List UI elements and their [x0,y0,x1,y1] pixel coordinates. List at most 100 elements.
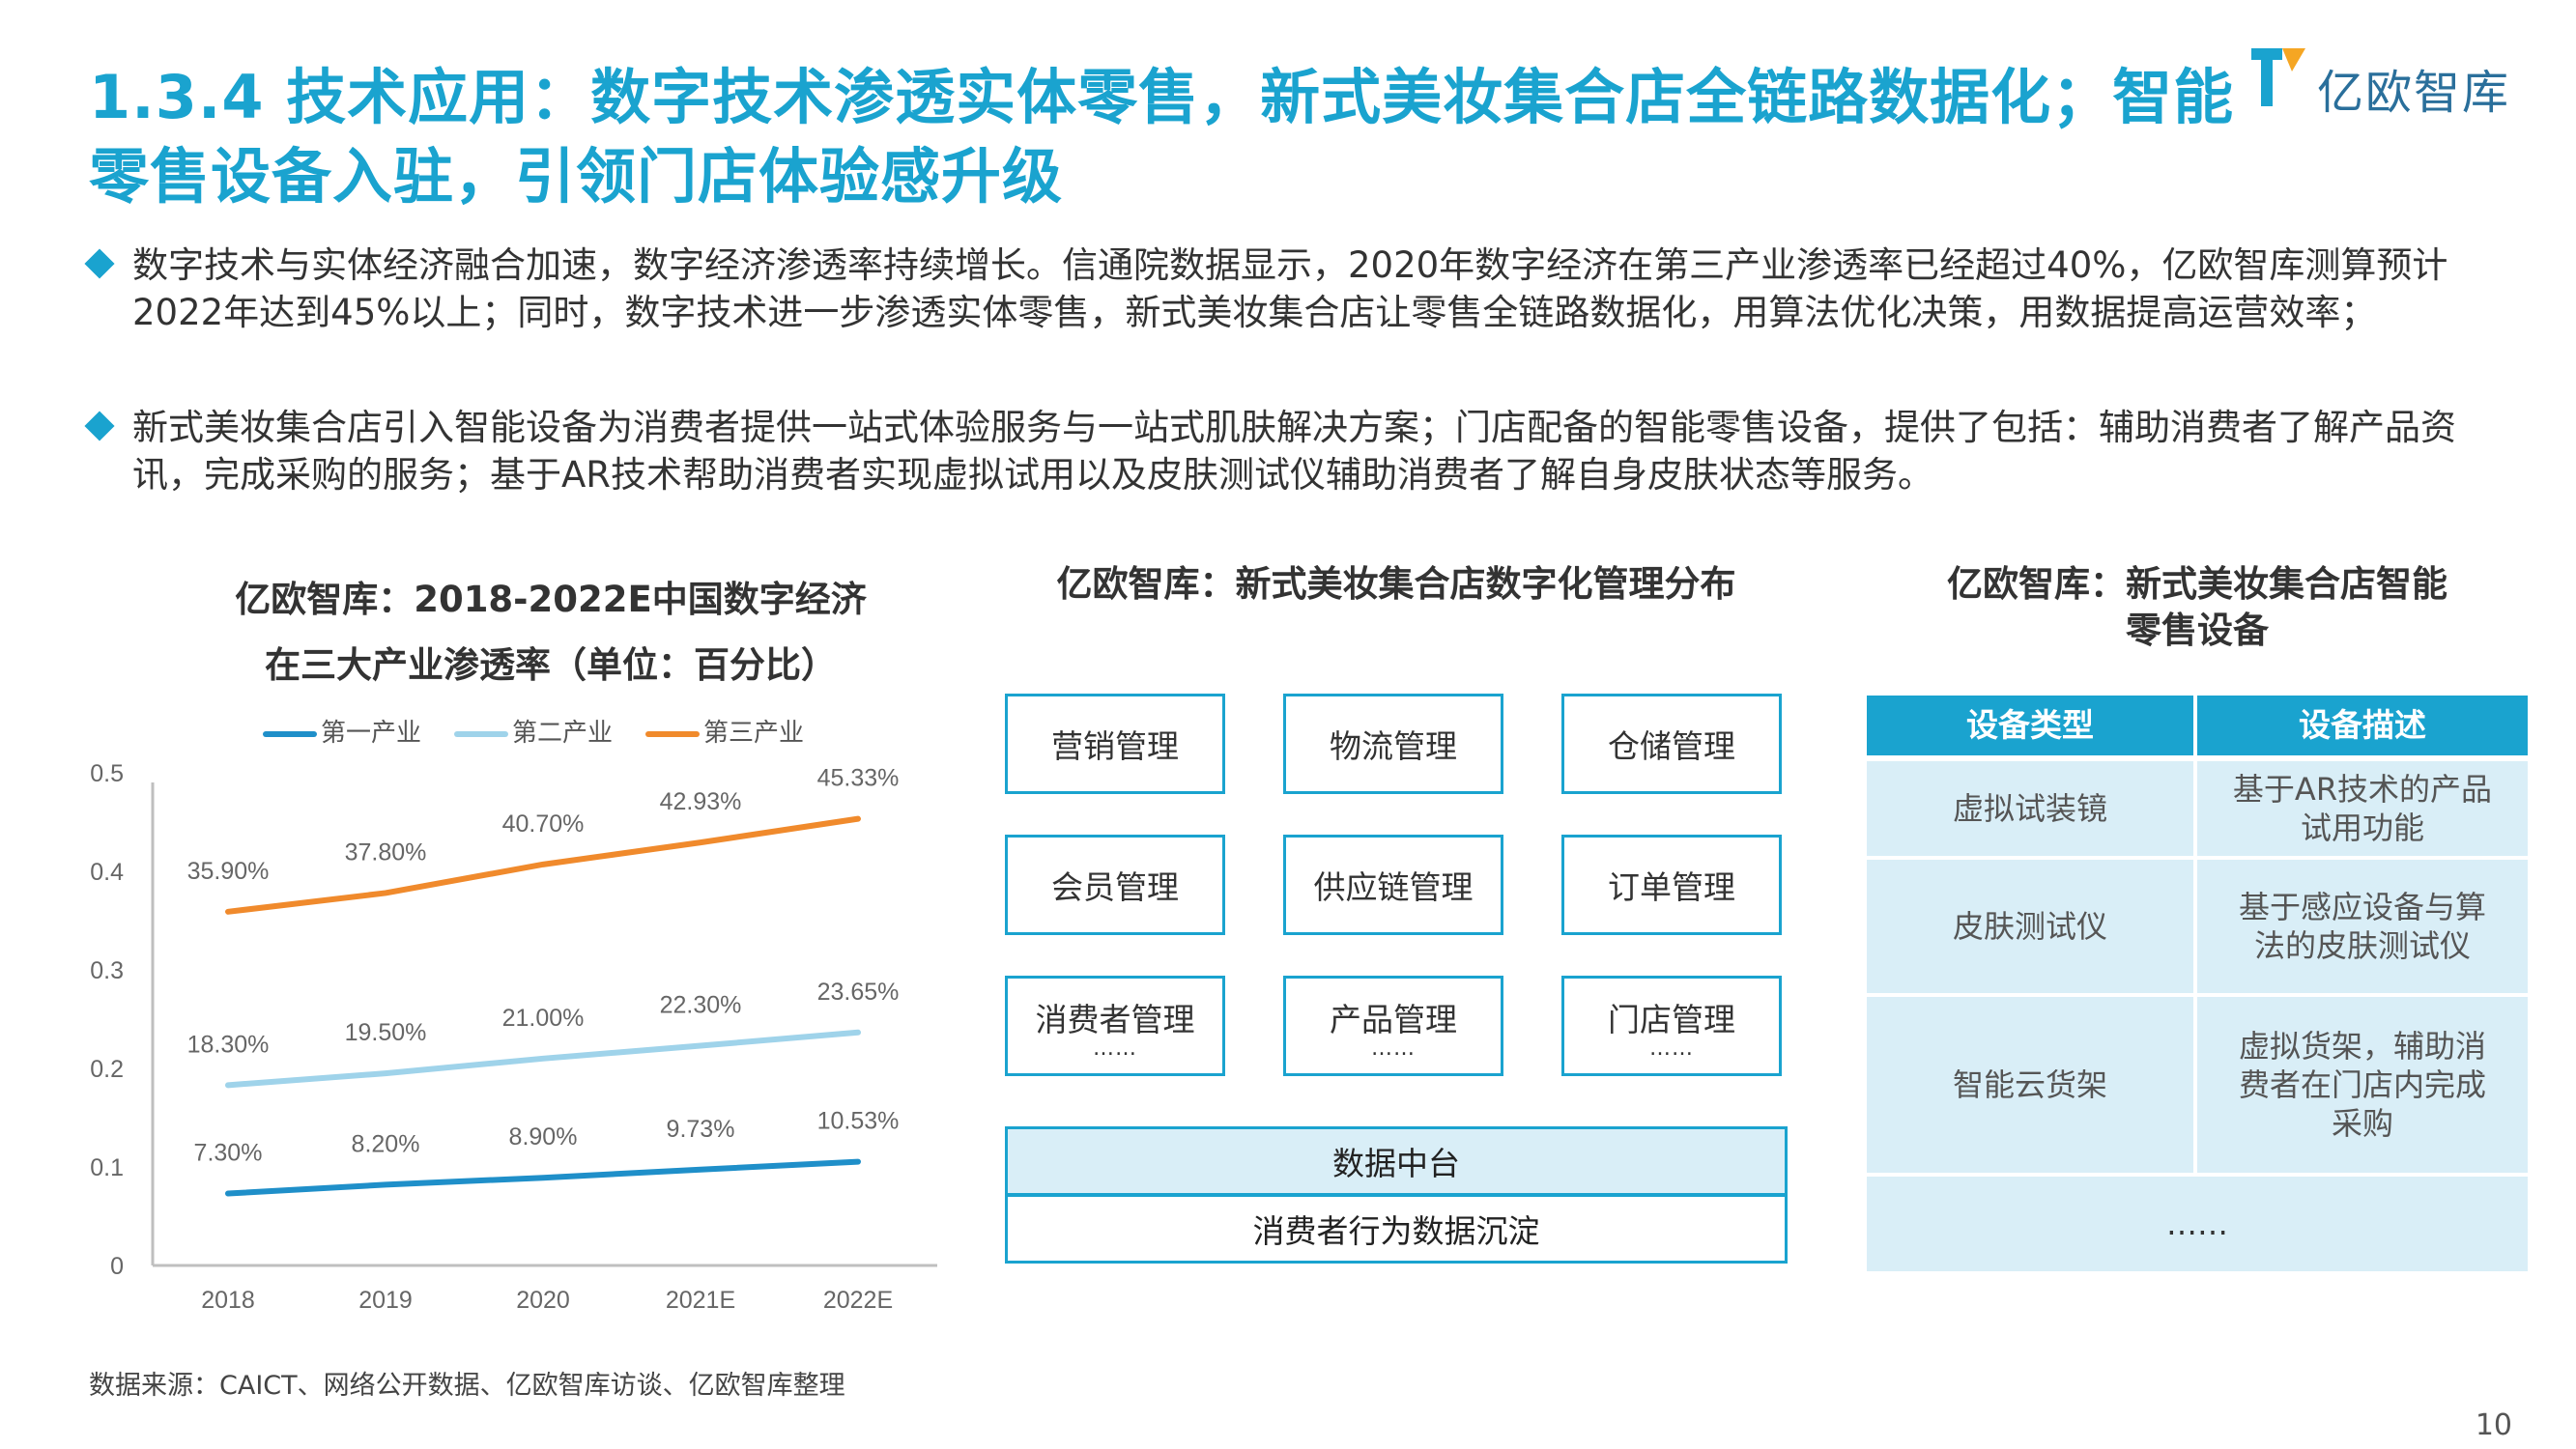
data-label: 18.30% [187,1031,270,1058]
y-tick-label: 0 [110,1253,124,1280]
data-label: 40.70% [502,810,585,838]
data-point [857,1160,859,1163]
mgmt-box-product: 产品管理…… [1283,976,1503,1076]
legend-swatch [263,730,317,737]
data-platform-label: 数据中台 [1332,1145,1460,1182]
legend-label: 第三产业 [703,719,805,748]
data-point [385,892,386,895]
mgmt-box-ellipsis: …… [1649,1037,1694,1061]
mgmt-box-logistics: 物流管理 [1283,694,1503,794]
penetration-line-chart: 0 0.1 0.2 0.3 0.4 0.5 2018 2019 2020 2021E 2022E 7.… [90,760,937,1314]
mgmt-box-label: 物流管理 [1330,727,1457,765]
bullet-paragraph-2: 新式美妆集合店引入智能设备为消费者提供一站式体验服务与一站式肌肤解决方案；门店配… [84,404,2495,498]
mgmt-box-label: 产品管理 [1330,1001,1457,1038]
x-tick-label: 2019 [358,1287,413,1314]
data-point [700,841,701,844]
mgmt-box-ellipsis: …… [1371,1037,1416,1061]
mgmt-box-member: 会员管理 [1005,835,1225,935]
data-label: 37.80% [345,838,427,866]
data-label: 8.90% [509,1123,578,1151]
data-point [857,1031,859,1034]
device-title-line2: 零售设备 [2126,610,2269,651]
data-label: 23.65% [817,979,900,1006]
data-point [542,1057,544,1060]
table-cell-desc: 基于感应设备与算法的皮肤测试仪 [2197,860,2528,993]
mgmt-box-label: 供应链管理 [1313,868,1474,906]
table-cell-type: 虚拟试装镜 [1867,761,2193,856]
x-tick-label: 2021E [666,1287,735,1314]
consumer-data-label: 消费者行为数据沉淀 [1252,1212,1540,1250]
data-source-note: 数据来源：CAICT、网络公开数据、亿欧智库访谈、亿欧智库整理 [89,1371,845,1401]
data-point [700,1168,701,1171]
data-point [700,1044,701,1047]
table-header-type: 设备类型 [1867,696,2193,755]
logo-text: 亿欧智库 [2317,66,2511,120]
page-title: 1.3.4 技术应用：数字技术渗透实体零售，新式美妆集合店全链路数据化；智能零售… [89,62,2235,212]
mgmt-box-consumer: 消费者管理…… [1005,976,1225,1076]
mgmt-box-warehouse: 仓储管理 [1561,694,1782,794]
mgmt-box-marketing: 营销管理 [1005,694,1225,794]
data-point [542,1177,544,1179]
y-tick-label: 0.5 [90,760,124,787]
mgmt-box-order: 订单管理 [1561,835,1782,935]
data-point [857,817,859,820]
y-tick-label: 0.4 [90,859,124,886]
diamond-bullet-icon [84,248,115,279]
legend-item-secondary: 第二产业 [454,713,613,748]
mgmt-box-label: 订单管理 [1608,868,1735,906]
data-label: 9.73% [667,1116,735,1143]
legend-item-tertiary: 第三产业 [645,713,804,748]
chart-title-line2: 在三大产业渗透率（单位：百分比） [265,644,837,686]
bullet-text: 新式美妆集合店引入智能设备为消费者提供一站式体验服务与一站式肌肤解决方案；门店配… [132,407,2456,496]
data-point [385,1072,386,1075]
x-tick-label: 2022E [823,1287,893,1314]
data-point [227,1192,229,1195]
y-tick-label: 0.3 [90,957,124,984]
data-label: 42.93% [660,788,742,815]
table-cell-type: 智能云货架 [1867,997,2193,1173]
data-label: 7.30% [194,1140,263,1167]
mgmt-box-label: 消费者管理 [1035,1001,1195,1038]
data-label: 21.00% [502,1005,585,1032]
data-point [227,910,229,913]
mgmt-box-ellipsis: …… [1093,1037,1137,1061]
legend-swatch [645,730,700,737]
bullet-text: 数字技术与实体经济融合加速，数字经济渗透率持续增长。信通院数据显示，2020年数… [132,244,2448,333]
legend-label: 第一产业 [321,719,422,748]
diamond-bullet-icon [84,411,115,441]
data-point [542,863,544,866]
mgmt-title: 亿欧智库：新式美妆集合店数字化管理分布 [1056,563,1736,605]
data-label: 8.20% [352,1130,420,1157]
chart-title-line1: 亿欧智库：2018-2022E中国数字经济 [235,579,867,620]
legend-item-primary: 第一产业 [263,713,421,748]
data-platform-bar: 数据中台 [1005,1126,1788,1196]
legend-swatch [454,730,508,737]
table-cell-type: 皮肤测试仪 [1867,860,2193,993]
data-point [227,1084,229,1087]
table-more-row: …… [1867,1177,2528,1271]
consumer-data-bar: 消费者行为数据沉淀 [1005,1194,1788,1264]
mgmt-box-supply-chain: 供应链管理 [1283,835,1503,935]
mgmt-box-store: 门店管理…… [1561,976,1782,1076]
data-label: 22.30% [660,992,742,1019]
data-label: 10.53% [817,1108,900,1135]
y-tick-label: 0.1 [90,1154,124,1181]
yiou-logo-icon [2251,48,2305,106]
table-header-desc: 设备描述 [2197,696,2528,755]
mgmt-box-label: 会员管理 [1051,868,1179,906]
table-cell-desc: 基于AR技术的产品试用功能 [2197,761,2528,856]
table-cell-desc: 虚拟货架，辅助消费者在门店内完成采购 [2197,997,2528,1173]
data-label: 19.50% [345,1019,427,1046]
page-number: 10 [2475,1408,2512,1442]
bullet-paragraph-1: 数字技术与实体经济融合加速，数字经济渗透率持续增长。信通院数据显示，2020年数… [84,242,2495,336]
y-tick-label: 0.2 [90,1056,124,1083]
data-label: 45.33% [817,765,900,792]
legend-label: 第二产业 [512,719,614,748]
mgmt-box-label: 仓储管理 [1608,727,1735,765]
data-label: 35.90% [187,858,270,885]
device-title-line1: 亿欧智库：新式美妆集合店智能 [1947,563,2447,605]
data-point [385,1183,386,1186]
x-tick-label: 2018 [201,1287,255,1314]
mgmt-box-label: 门店管理 [1608,1001,1735,1038]
x-tick-label: 2020 [516,1287,570,1314]
